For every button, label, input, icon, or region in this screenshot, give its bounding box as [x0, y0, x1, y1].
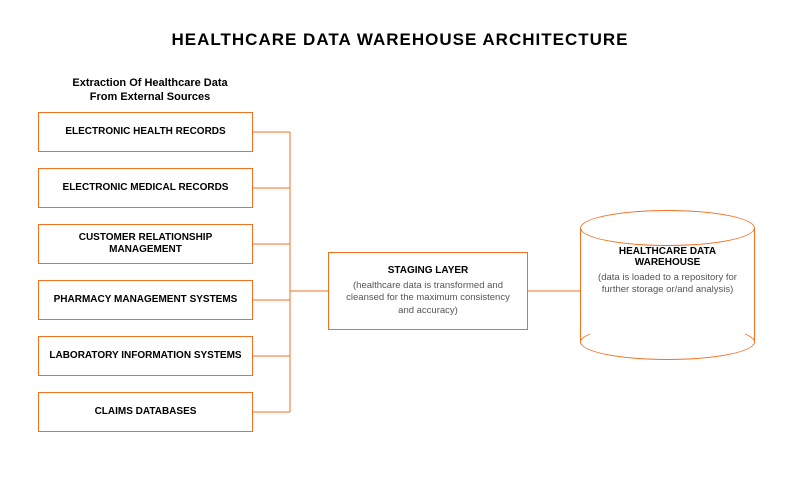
source-box-5: CLAIMS DATABASES — [38, 392, 253, 432]
source-box-label: ELECTRONIC HEALTH RECORDS — [65, 126, 225, 139]
source-box-label: PHARMACY MANAGEMENT SYSTEMS — [54, 294, 238, 307]
source-box-label: CLAIMS DATABASES — [95, 406, 197, 419]
warehouse-cylinder: HEALTHCARE DATA WAREHOUSE (data is loade… — [580, 210, 755, 360]
diagram-title: HEALTHCARE DATA WAREHOUSE ARCHITECTURE — [0, 30, 800, 50]
cylinder-bottom — [580, 324, 755, 360]
staging-title: STAGING LAYER — [388, 265, 469, 276]
warehouse-label: HEALTHCARE DATA WAREHOUSE (data is loade… — [580, 246, 755, 297]
source-box-4: LABORATORY INFORMATION SYSTEMS — [38, 336, 253, 376]
source-subtitle: Extraction Of Healthcare Data From Exter… — [55, 76, 245, 105]
staging-box: STAGING LAYER (healthcare data is transf… — [328, 252, 528, 330]
cylinder-top — [580, 210, 755, 246]
source-box-label: ELECTRONIC MEDICAL RECORDS — [63, 182, 229, 195]
source-box-3: PHARMACY MANAGEMENT SYSTEMS — [38, 280, 253, 320]
warehouse-title: HEALTHCARE DATA WAREHOUSE — [594, 246, 741, 268]
staging-desc: (healthcare data is transformed and clea… — [343, 280, 513, 317]
source-box-0: ELECTRONIC HEALTH RECORDS — [38, 112, 253, 152]
source-subtitle-line1: Extraction Of Healthcare Data — [72, 77, 227, 89]
warehouse-desc: (data is loaded to a repository for furt… — [594, 272, 741, 297]
source-box-2: CUSTOMER RELATIONSHIP MANAGEMENT — [38, 224, 253, 264]
source-box-label: LABORATORY INFORMATION SYSTEMS — [49, 350, 241, 363]
source-box-1: ELECTRONIC MEDICAL RECORDS — [38, 168, 253, 208]
source-subtitle-line2: From External Sources — [90, 91, 210, 103]
source-box-label: CUSTOMER RELATIONSHIP MANAGEMENT — [47, 232, 244, 257]
